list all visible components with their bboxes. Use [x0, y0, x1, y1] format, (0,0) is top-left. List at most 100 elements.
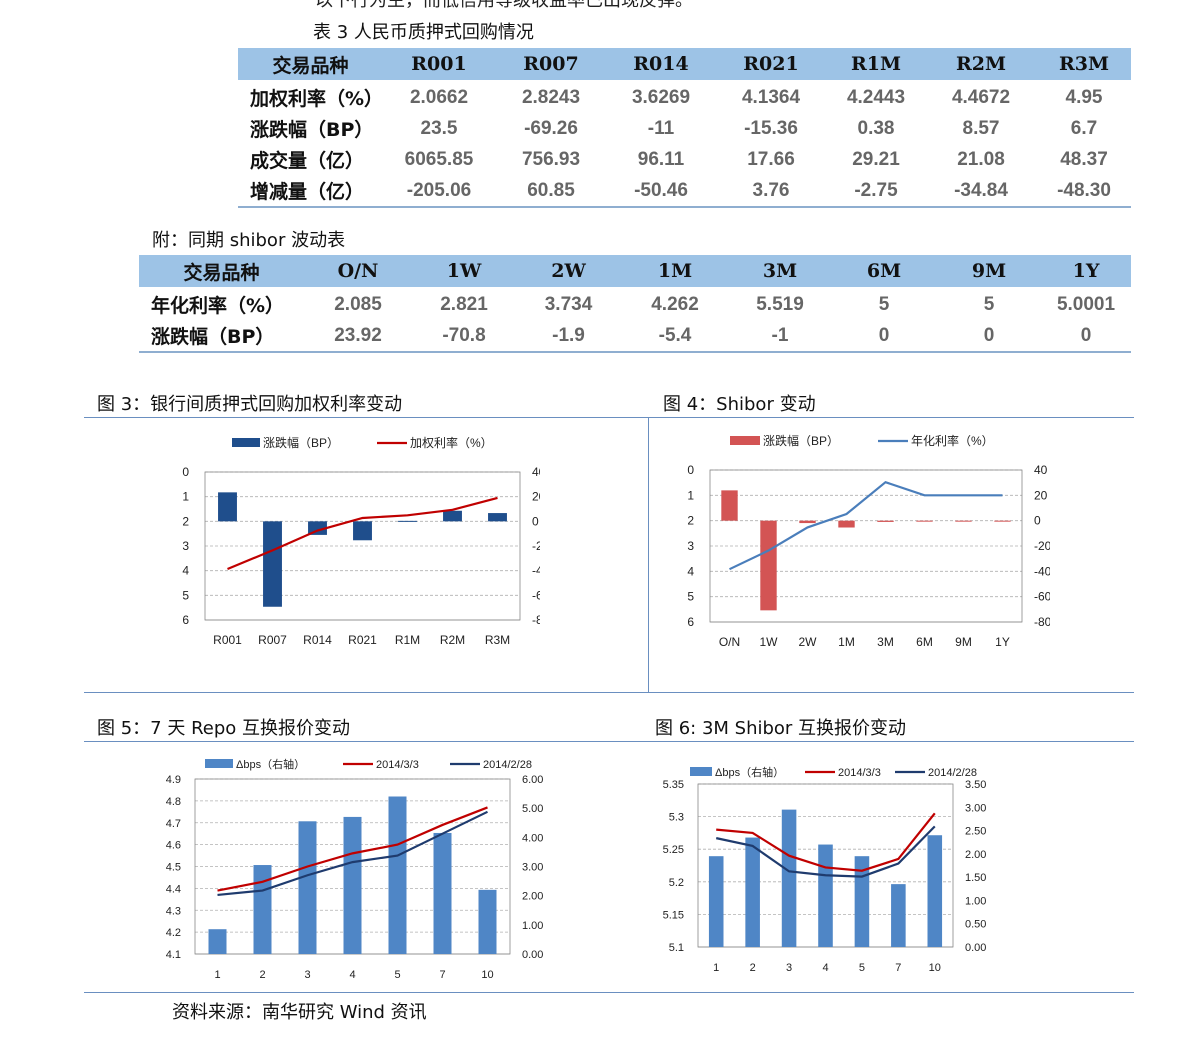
bar: [708, 856, 724, 947]
table-cell: -15.36: [744, 117, 798, 139]
table3-header-cell: R007: [495, 48, 607, 82]
y-left-tick-label: 5.2: [669, 877, 684, 889]
shibor_table-header-cell: 2W: [516, 255, 621, 289]
y-left-tick-label: 5: [687, 590, 694, 604]
table-cell: -1: [729, 320, 831, 353]
shibor-table: 交易品种 O/N 1W 2W 1M 3M 6M 9M 1Y 年化利率（%） 2.085 2.821 3…: [139, 255, 1131, 353]
bar: [398, 520, 417, 522]
bar: [478, 889, 497, 954]
table-cell: 756.93: [521, 148, 581, 170]
x-tick-label: O/N: [719, 635, 740, 649]
bar: [927, 835, 943, 947]
x-tick-label: R2M: [440, 633, 465, 647]
table3-header-cell: R2M: [925, 48, 1037, 82]
bar: [721, 490, 738, 521]
y-left-tick-label: 6: [687, 615, 694, 629]
y-right-tick-label: 3.00: [965, 802, 986, 814]
bar: [443, 510, 462, 522]
y-right-tick-label: -60: [532, 588, 540, 602]
table3-header-cell: R001: [383, 48, 495, 82]
x-tick-label: 2W: [799, 635, 818, 649]
shibor_table-header-cell: 6M: [831, 255, 937, 289]
plot-frame: [709, 469, 1023, 623]
table-cell: -11: [647, 117, 675, 139]
y-left-tick-label: 4.8: [166, 796, 181, 808]
y-left-tick-label: 4: [182, 564, 189, 578]
fig3-title: 图 3：银行间质押式回购加权利率变动: [97, 394, 403, 415]
table-cell: 23.5: [420, 117, 458, 139]
table-cell: 17.66: [747, 148, 795, 170]
table-cell: -50.46: [607, 175, 715, 208]
y-right-tick-label: 0.50: [965, 919, 986, 931]
x-tick-label: 7: [895, 962, 901, 974]
bar: [818, 844, 833, 947]
table-cell: 6065.85: [404, 148, 474, 170]
table-cell: 29.21: [852, 148, 900, 170]
table-cell: 3.76: [715, 175, 827, 208]
row-label: 加权利率（%）: [250, 88, 384, 110]
y-left-tick-label: 0: [687, 463, 694, 477]
row-label: 成交量（亿）: [250, 150, 365, 172]
table-cell: -48.30: [1037, 175, 1131, 208]
column-divider: [648, 418, 649, 692]
y-right-tick-label: -80: [532, 613, 540, 627]
x-tick-label: 5: [859, 962, 865, 974]
table-cell: -70.8: [412, 320, 516, 353]
table-cell: 3.6269: [631, 86, 691, 108]
legend-label: Δbps（右轴）: [236, 757, 305, 771]
bar: [353, 521, 372, 541]
bar: [218, 492, 237, 522]
table-cell: -69.26: [524, 117, 578, 139]
shibor_table-header-cell: 1M: [621, 255, 729, 289]
table-cell: 2.8243: [521, 86, 581, 108]
y-right-tick-label: -40: [532, 564, 540, 578]
table-cell: 4.1364: [741, 86, 801, 108]
x-tick-label: R001: [213, 633, 242, 647]
y-right-tick-label: 0: [1034, 514, 1041, 528]
bar: [916, 520, 933, 522]
legend-label: Δbps（右轴）: [715, 765, 784, 779]
table-cell: 8.57: [962, 117, 1000, 139]
x-tick-label: 2: [259, 969, 265, 981]
y-left-tick-label: 2: [182, 514, 189, 528]
x-tick-label: 6M: [916, 635, 933, 649]
table-cell: 4.95: [1065, 86, 1103, 108]
table-cell: 2.0662: [409, 86, 469, 108]
table-cell: 0: [937, 320, 1041, 353]
table-cell: -205.06: [383, 175, 495, 208]
legend-label: 2014/2/28: [483, 759, 532, 771]
table-row: 年化利率（%） 2.085 2.821 3.734 4.262 5.519 5 5 5.0001: [139, 288, 1131, 320]
legend-swatch-bar: [205, 759, 233, 768]
table3-header-cell: R3M: [1037, 48, 1131, 82]
y-right-tick-label: 2.00: [965, 849, 986, 861]
table-cell: 0: [1041, 320, 1131, 353]
series-line: [217, 806, 488, 892]
y-left-tick-label: 4.9: [166, 774, 181, 786]
x-tick-label: 2: [750, 962, 756, 974]
table-cell: -34.84: [925, 175, 1037, 208]
shibor_table-header-cell: 3M: [729, 255, 831, 289]
fig4-chart: 0 1 2 3 4 5 6 40 20 0 -20 -40 -60 -80 O/N 1W 2W 1M 3M 6M 9M 1…: [687, 433, 1050, 649]
table-cell: 4.4672: [951, 86, 1011, 108]
y-right-tick-label: 2.50: [965, 826, 986, 838]
y-left-tick-label: 6: [182, 613, 189, 627]
y-left-tick-label: 3: [182, 539, 189, 553]
table-cell: 0.38: [857, 117, 895, 139]
y-right-tick-label: 4.00: [522, 832, 543, 844]
bar: [994, 520, 1011, 522]
table3-header-cell: R021: [715, 48, 827, 82]
y-left-tick-label: 2: [687, 514, 694, 528]
table-cell: 4.2443: [846, 86, 906, 108]
plot-frame: [204, 471, 521, 621]
table-cell: 2.085: [334, 293, 382, 315]
bar: [298, 821, 317, 954]
x-tick-label: R3M: [485, 633, 510, 647]
shibor_table-header-cell: 交易品种: [139, 255, 304, 289]
x-tick-label: R021: [348, 633, 377, 647]
bar: [343, 816, 362, 954]
x-tick-label: 1W: [760, 635, 779, 649]
y-left-tick-label: 4.2: [166, 927, 181, 939]
y-right-tick-label: 3.50: [965, 779, 986, 791]
bar: [488, 513, 507, 522]
y-right-tick-label: 40: [532, 465, 540, 479]
